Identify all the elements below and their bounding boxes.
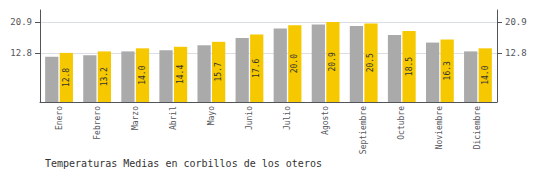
svg-text:Enero: Enero bbox=[55, 106, 64, 130]
svg-text:14.0: 14.0 bbox=[481, 65, 490, 84]
svg-text:20.5: 20.5 bbox=[366, 53, 375, 72]
svg-text:20.9: 20.9 bbox=[328, 52, 337, 71]
svg-text:20.9: 20.9 bbox=[505, 17, 527, 27]
svg-text:Septiembre: Septiembre bbox=[359, 106, 368, 154]
svg-text:Agosto: Agosto bbox=[321, 106, 330, 135]
svg-text:15.7: 15.7 bbox=[214, 62, 223, 81]
svg-text:14.0: 14.0 bbox=[138, 65, 147, 84]
svg-text:20.9: 20.9 bbox=[10, 17, 32, 27]
svg-text:Junio: Junio bbox=[245, 106, 254, 130]
svg-text:Noviembre: Noviembre bbox=[435, 106, 444, 150]
svg-text:Octubre: Octubre bbox=[397, 106, 406, 140]
svg-text:Marzo: Marzo bbox=[131, 106, 140, 130]
svg-text:Febrero: Febrero bbox=[93, 106, 102, 140]
svg-text:Mayo: Mayo bbox=[207, 106, 216, 125]
svg-text:14.4: 14.4 bbox=[176, 65, 185, 84]
svg-text:Abril: Abril bbox=[169, 106, 178, 130]
svg-text:17.6: 17.6 bbox=[252, 58, 261, 77]
svg-text:18.5: 18.5 bbox=[405, 57, 414, 76]
svg-text:Temperaturas Medias en corbill: Temperaturas Medias en corbillos de los … bbox=[45, 158, 322, 169]
svg-text:16.3: 16.3 bbox=[443, 61, 452, 80]
svg-text:12.8: 12.8 bbox=[62, 68, 71, 87]
svg-text:Julio: Julio bbox=[283, 106, 292, 130]
svg-text:13.2: 13.2 bbox=[100, 67, 109, 86]
svg-text:20.0: 20.0 bbox=[290, 54, 299, 73]
svg-text:12.8: 12.8 bbox=[505, 48, 527, 58]
svg-text:12.8: 12.8 bbox=[10, 48, 32, 58]
svg-text:Diciembre: Diciembre bbox=[473, 106, 482, 150]
